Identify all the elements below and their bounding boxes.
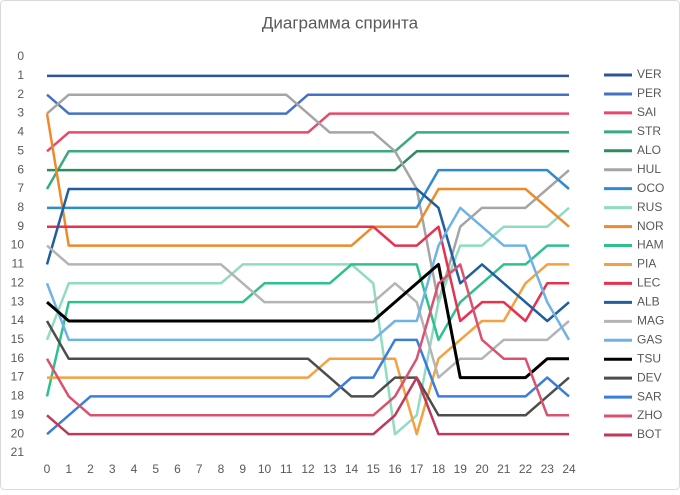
legend-label: MAG	[637, 313, 664, 327]
legend-label: PIA	[637, 257, 656, 271]
y-tick-label: 12	[11, 275, 25, 289]
y-tick-label: 3	[17, 106, 24, 120]
y-tick-label: 1	[17, 68, 24, 82]
x-tick-label: 12	[301, 462, 315, 476]
x-tick-label: 0	[44, 462, 51, 476]
x-tick-label: 22	[519, 462, 533, 476]
series-line	[45, 244, 569, 397]
legend-label: DEV	[637, 370, 662, 384]
x-tick-label: 4	[131, 462, 138, 476]
legend-label: ALB	[637, 295, 660, 309]
y-tick-label: 2	[17, 87, 24, 101]
series-line	[45, 263, 569, 417]
legend-label: VER	[637, 67, 662, 81]
x-tick-label: 21	[497, 462, 511, 476]
x-tick-label: 3	[109, 462, 116, 476]
series-line	[46, 112, 569, 153]
legend-label: BOT	[637, 427, 662, 441]
chart-title: Диаграмма спринта	[262, 13, 419, 32]
y-tick-label: 19	[11, 407, 25, 421]
series-line	[45, 320, 570, 417]
series-line	[45, 131, 569, 190]
y-tick-label: 16	[11, 351, 25, 365]
y-tick-label: 0	[17, 49, 24, 63]
legend-label: RUS	[637, 200, 662, 214]
x-tick-label: 17	[410, 462, 424, 476]
x-tick-label: 24	[562, 462, 576, 476]
series-line	[47, 263, 569, 436]
x-tick-label: 9	[239, 462, 246, 476]
series-line	[47, 225, 569, 323]
legend-label: GAS	[637, 332, 662, 346]
legend-label: ALO	[637, 143, 661, 157]
y-tick-label: 7	[17, 181, 24, 195]
x-tick-label: 23	[541, 462, 555, 476]
y-tick-label: 10	[11, 238, 25, 252]
y-tick-label: 13	[11, 294, 25, 308]
y-tick-label: 8	[17, 200, 24, 214]
series-line	[46, 93, 569, 115]
x-tick-label: 13	[323, 462, 337, 476]
x-tick-label: 15	[367, 462, 381, 476]
x-tick-label: 8	[218, 462, 225, 476]
series-line	[46, 244, 570, 379]
x-tick-label: 11	[280, 462, 293, 476]
x-tick-label: 20	[475, 462, 489, 476]
series-line	[45, 187, 570, 323]
y-tick-label: 15	[11, 332, 25, 346]
legend-label: PER	[637, 86, 662, 100]
legend-label: ZHO	[637, 408, 662, 422]
series-line	[47, 150, 569, 172]
y-tick-label: 5	[17, 143, 24, 157]
x-tick-label: 6	[174, 462, 181, 476]
legend-label: OCO	[637, 181, 664, 195]
series-line	[46, 338, 570, 436]
series-line	[45, 113, 570, 247]
y-tick-label: 4	[17, 125, 24, 139]
series-line	[47, 168, 570, 210]
series-line	[45, 206, 570, 436]
legend-label: HAM	[637, 238, 664, 252]
series-line	[46, 262, 569, 380]
y-tick-label: 6	[17, 162, 24, 176]
x-tick-label: 2	[87, 462, 94, 476]
x-tick-label: 1	[65, 462, 72, 476]
series-line	[46, 376, 569, 436]
y-tick-label: 9	[17, 219, 24, 233]
legend-label: SAR	[637, 389, 662, 403]
y-tick-label: 17	[11, 370, 25, 384]
legend-label: STR	[637, 124, 661, 138]
legend-label: NOR	[637, 219, 664, 233]
legend-label: HUL	[637, 162, 661, 176]
y-tick-label: 21	[11, 445, 25, 459]
x-tick-label: 18	[432, 462, 446, 476]
series-line	[46, 93, 570, 304]
y-tick-label: 14	[11, 313, 25, 327]
x-tick-label: 7	[196, 462, 203, 476]
legend-label: LEC	[637, 276, 661, 290]
x-tick-label: 19	[454, 462, 468, 476]
x-tick-label: 5	[152, 462, 159, 476]
legend-label: SAI	[637, 105, 656, 119]
y-tick-label: 18	[11, 389, 25, 403]
y-tick-label: 11	[12, 257, 25, 271]
legend-label: TSU	[637, 351, 661, 365]
y-tick-label: 20	[11, 426, 25, 440]
x-tick-label: 14	[345, 462, 359, 476]
x-tick-label: 10	[258, 462, 272, 476]
series-line	[45, 206, 571, 342]
x-tick-label: 16	[388, 462, 402, 476]
